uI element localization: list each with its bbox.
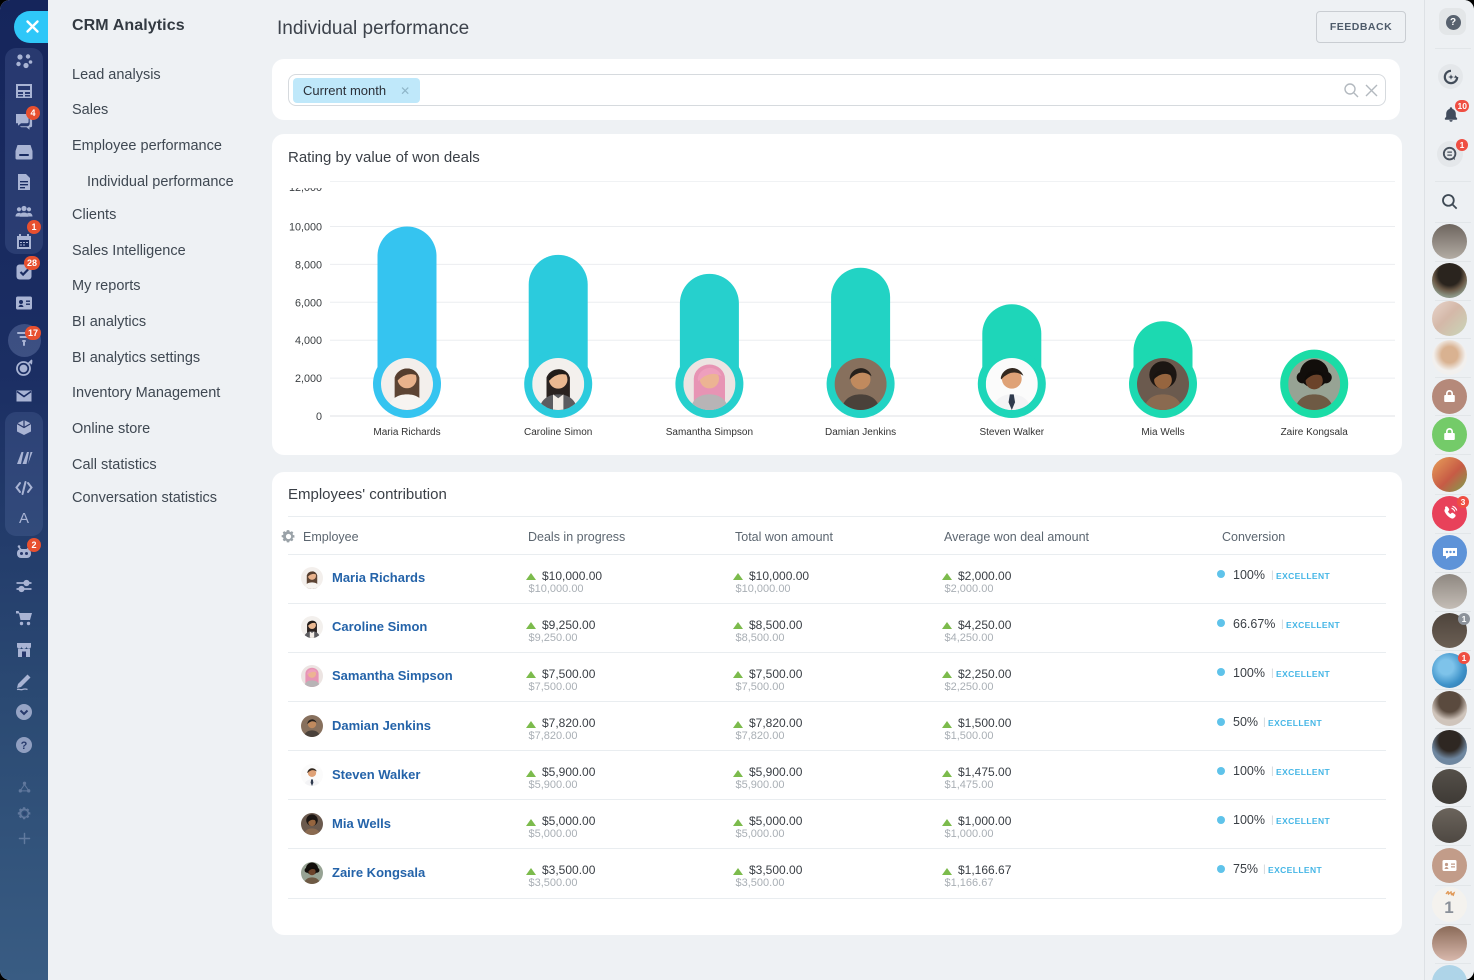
svg-text:Damian Jenkins: Damian Jenkins (825, 427, 896, 438)
svg-text:A: A (19, 510, 29, 527)
svg-text:Zaire Kongsala: Zaire Kongsala (1281, 427, 1349, 438)
svg-text:0: 0 (316, 411, 322, 423)
svg-text:6,000: 6,000 (295, 297, 322, 309)
svg-text:8,000: 8,000 (295, 259, 322, 271)
svg-text:Samantha Simpson: Samantha Simpson (666, 427, 753, 438)
svg-text:12,000: 12,000 (289, 188, 322, 194)
svg-text:Maria Richards: Maria Richards (373, 427, 440, 438)
svg-text:Mia Wells: Mia Wells (1141, 427, 1184, 438)
svg-text:2,000: 2,000 (295, 373, 322, 385)
svg-text:Steven Walker: Steven Walker (979, 427, 1044, 438)
svg-text:1: 1 (1444, 898, 1453, 917)
svg-text:10,000: 10,000 (289, 221, 322, 233)
svg-text:4,000: 4,000 (295, 335, 322, 347)
svg-text:Caroline Simon: Caroline Simon (524, 427, 592, 438)
svg-text:?: ? (21, 740, 28, 752)
